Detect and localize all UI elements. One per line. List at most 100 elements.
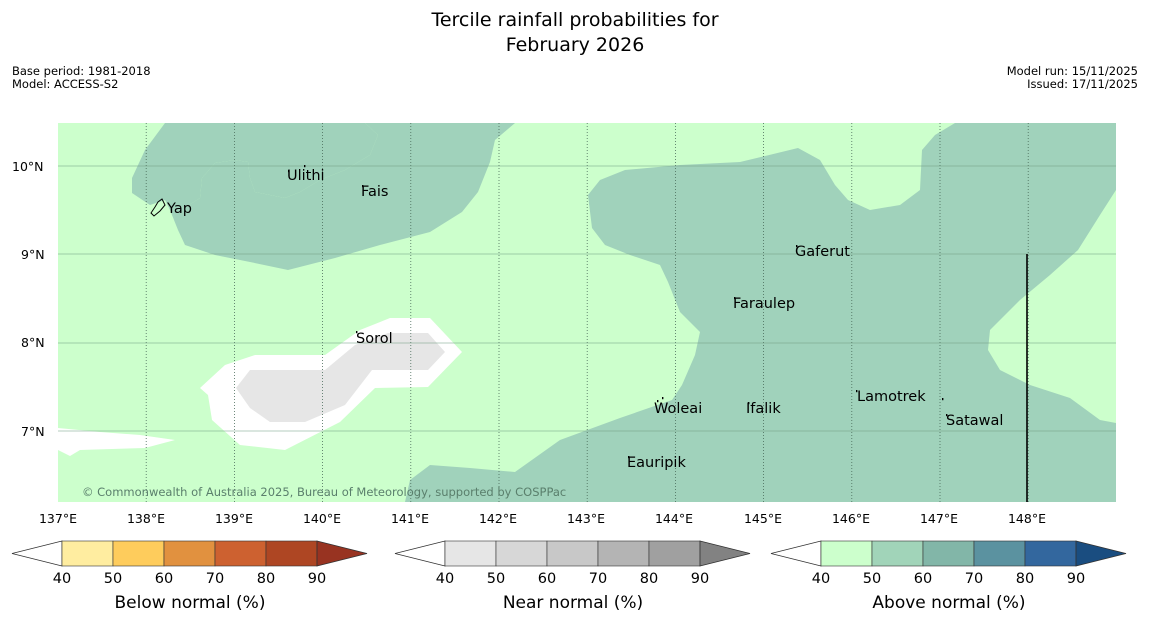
place-label-faraulep: Faraulep	[733, 296, 795, 312]
above-60-region-east	[405, 123, 1116, 502]
map-title: Tercile rainfall probabilities for Febru…	[0, 8, 1150, 58]
colorbar-segment	[112, 540, 165, 567]
colorbar-tick-label: 50	[863, 571, 881, 587]
place-marker	[662, 397, 664, 400]
colorbar-near: 40 50 60 70 80 90	[394, 540, 751, 587]
map-panel	[58, 123, 1116, 502]
lon-label-142: 142°E	[479, 511, 517, 526]
place-marker	[796, 245, 798, 248]
colorbar-segment	[265, 540, 318, 567]
place-marker	[657, 400, 659, 403]
copyright-text: © Commonwealth of Australia 2025, Bureau…	[82, 485, 566, 499]
lon-label-145: 145°E	[744, 511, 782, 526]
above-60-region-west-edge	[132, 123, 378, 210]
lon-label-138: 138°E	[127, 511, 165, 526]
colorbar-label-below: Below normal (%)	[114, 593, 266, 613]
colorbar-tick-label: 50	[487, 571, 505, 587]
lon-label-147: 147°E	[920, 511, 958, 526]
lon-label-140: 140°E	[303, 511, 341, 526]
place-marker	[748, 402, 750, 405]
issued-text: Issued: 17/11/2025	[1027, 77, 1138, 91]
colorbar-segment	[546, 540, 599, 567]
colorbar-segment	[973, 540, 1026, 567]
colorbar-tick-label: 40	[436, 571, 454, 587]
lat-axis-labels: 10°N 9°N 8°N 7°N	[12, 159, 45, 439]
colorbar-segment	[820, 540, 873, 567]
colorbar-tick-label: 60	[538, 571, 556, 587]
yap-island-shape	[150, 198, 166, 217]
colorbar-tick-label: 80	[257, 571, 275, 587]
lon-label-144: 144°E	[655, 511, 693, 526]
place-label-eauripik: Eauripik	[627, 455, 686, 471]
colorbar-tick-label: 60	[155, 571, 173, 587]
place-label-gaferut: Gaferut	[795, 244, 850, 260]
lon-gridlines	[145, 123, 1029, 502]
title-line-1: Tercile rainfall probabilities for	[431, 9, 719, 31]
lat-label-10: 10°N	[12, 159, 44, 174]
colorbar-segment	[495, 540, 548, 567]
place-markers	[288, 165, 948, 459]
lat-gridlines	[58, 165, 1116, 432]
colorbar-label-near: Near normal (%)	[502, 593, 644, 613]
place-marker	[734, 297, 736, 300]
place-marker	[942, 398, 944, 401]
meta-right: Model run: 15/11/2025 Issued: 17/11/2025	[1007, 65, 1138, 91]
colorbar-tick-label: 90	[691, 571, 709, 587]
colorbar-label-above: Above normal (%)	[872, 593, 1026, 613]
colorbar-tick-label: 80	[1016, 571, 1034, 587]
place-marker	[356, 331, 358, 334]
near-50-region-sorol	[236, 333, 445, 422]
place-marker	[628, 456, 630, 459]
colorbar-tick-label: 80	[640, 571, 658, 587]
place-marker	[856, 390, 858, 393]
colorbar-tick-label: 90	[1067, 571, 1085, 587]
place-label-woleai: Woleai	[654, 401, 702, 417]
lon-label-148: 148°E	[1008, 511, 1046, 526]
place-marker	[304, 165, 306, 168]
lon-label-141: 141°E	[391, 511, 429, 526]
colorbar-extend-low	[394, 540, 446, 567]
meta-left: Base period: 1981-2018 Model: ACCESS-S2	[12, 65, 151, 91]
colorbar-extend-high	[316, 540, 368, 567]
lon-label-143: 143°E	[567, 511, 605, 526]
colorbar-tick-label: 60	[914, 571, 932, 587]
place-label-fais: Fais	[361, 184, 388, 200]
colorbar-extend-low	[770, 540, 822, 567]
base-period-text: Base period: 1981-2018	[12, 64, 151, 78]
lon-label-137: 137°E	[39, 511, 77, 526]
lat-label-9: 9°N	[21, 247, 45, 262]
colorbar-segment	[597, 540, 650, 567]
place-label-ifalik: Ifalik	[746, 401, 781, 417]
place-labels: Yap Ulithi Fais Sorol Gaferut Faraulep W…	[166, 168, 1003, 471]
colorbar-segment	[1024, 540, 1077, 567]
colorbar-segment	[214, 540, 267, 567]
lon-axis-labels: 137°E 138°E 139°E 140°E 141°E 142°E 143°…	[39, 511, 1046, 526]
model-run-text: Model run: 15/11/2025	[1006, 64, 1138, 78]
neutral-region-west	[58, 428, 175, 456]
place-label-sorol: Sorol	[356, 331, 393, 347]
colorbar-segment	[871, 540, 924, 567]
model-text: Model: ACCESS-S2	[12, 77, 119, 91]
colorbar-segment	[444, 540, 497, 567]
place-marker	[288, 170, 290, 173]
colorbar-tick-label: 40	[53, 571, 71, 587]
above-60-region-west	[165, 123, 515, 270]
colorbar-segment	[61, 540, 114, 567]
lon-label-139: 139°E	[215, 511, 253, 526]
title-line-2: February 2026	[505, 34, 645, 56]
place-label-lamotrek: Lamotrek	[857, 389, 926, 405]
colorbar-extend-low	[11, 540, 63, 567]
colorbar-tick-label: 50	[104, 571, 122, 587]
colorbar-extend-high	[699, 540, 751, 567]
colorbar-segment	[163, 540, 216, 567]
place-label-ulithi: Ulithi	[287, 168, 325, 184]
colorbar-tick-label: 40	[812, 571, 830, 587]
colorbar-tick-label: 70	[965, 571, 983, 587]
colorbar-extend-high	[1075, 540, 1127, 567]
colorbar-below: 40 50 60 70 80 90	[11, 540, 368, 587]
colorbar-segment	[648, 540, 701, 567]
lon-label-146: 146°E	[832, 511, 870, 526]
lat-label-7: 7°N	[21, 424, 45, 439]
colorbar-tick-label: 70	[206, 571, 224, 587]
